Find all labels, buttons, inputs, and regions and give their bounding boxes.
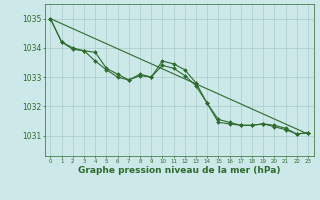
X-axis label: Graphe pression niveau de la mer (hPa): Graphe pression niveau de la mer (hPa)	[78, 166, 280, 175]
